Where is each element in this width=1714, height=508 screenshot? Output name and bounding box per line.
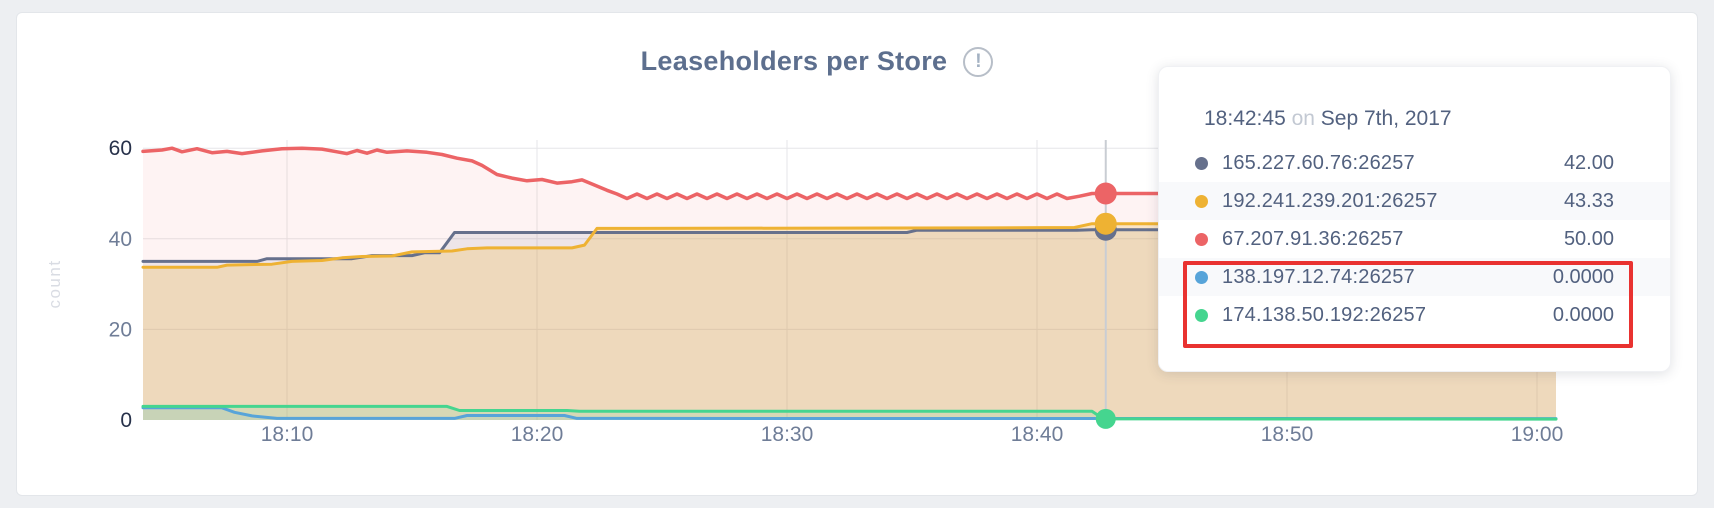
series-color-dot [1195, 232, 1208, 246]
series-name: 138.197.12.74:26257 [1222, 265, 1415, 288]
x-tick-label: 18:40 [1011, 423, 1064, 446]
series-line [141, 222, 1558, 269]
y-tick-label: 0 [120, 409, 132, 432]
tooltip-on-word: on [1291, 107, 1315, 130]
series-value: 0.0000 [1552, 303, 1614, 326]
series-name: 192.241.239.201:26257 [1222, 189, 1438, 212]
tooltip-time: 18:42:45 [1204, 107, 1286, 130]
y-tick-label: 40 [109, 228, 132, 251]
tooltip-series-row: 67.207.91.36:26257 50.00 [1159, 220, 1670, 258]
series-value: 42.00 [1563, 151, 1614, 174]
series-color-dot [1195, 270, 1208, 284]
x-tick-label: 18:30 [761, 423, 814, 446]
series-value: 0.0000 [1552, 265, 1614, 288]
tooltip-date: Sep 7th, 2017 [1320, 107, 1452, 130]
chart-title-row: Leaseholders per Store ! [0, 46, 1674, 77]
page-title: Leaseholders per Store [640, 46, 948, 76]
tooltip-series-row: 165.227.60.76:26257 42.00 [1159, 144, 1670, 182]
series-color-dot [1195, 194, 1208, 208]
series-name: 174.138.50.192:26257 [1222, 303, 1427, 326]
tooltip-series-row: 174.138.50.192:26257 0.0000 [1159, 296, 1670, 334]
x-tick-label: 18:10 [261, 423, 314, 446]
hover-dot [1095, 408, 1116, 429]
series-name: 67.207.91.36:26257 [1222, 227, 1404, 250]
series-color-dot [1195, 308, 1208, 322]
y-tick-label: 60 [109, 137, 132, 160]
tooltip-timestamp: 18:42:45 on Sep 7th, 2017 [1204, 107, 1670, 131]
chart-tooltip: 18:42:45 on Sep 7th, 2017 165.227.60.76:… [1158, 66, 1671, 372]
x-tick-label: 18:50 [1261, 423, 1314, 446]
tooltip-series-row: 138.197.12.74:26257 0.0000 [1159, 258, 1670, 296]
x-tick-label: 18:20 [511, 423, 564, 446]
tooltip-rows: 165.227.60.76:26257 42.00 192.241.239.20… [1159, 144, 1670, 334]
y-axis-title: count [45, 259, 64, 308]
series-value: 50.00 [1563, 227, 1614, 250]
tooltip-series-row: 192.241.239.201:26257 43.33 [1159, 182, 1670, 220]
series-line [141, 146, 1558, 201]
series-name: 165.227.60.76:26257 [1222, 151, 1415, 174]
hover-dot [1094, 182, 1117, 205]
series-color-dot [1195, 156, 1208, 170]
hover-dot [1094, 212, 1117, 235]
series-line [141, 406, 1558, 421]
y-tick-label: 20 [109, 318, 132, 341]
series-value: 43.33 [1563, 189, 1614, 212]
x-tick-label: 19:00 [1511, 423, 1564, 446]
info-icon[interactable]: ! [963, 46, 994, 77]
